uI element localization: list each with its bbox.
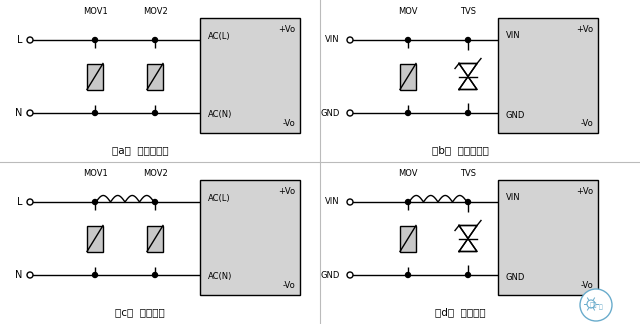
Circle shape xyxy=(93,38,97,42)
Text: +Vo: +Vo xyxy=(576,26,593,34)
Polygon shape xyxy=(459,76,477,89)
Bar xyxy=(400,64,416,89)
Circle shape xyxy=(152,38,157,42)
Text: （a）  不恰当应用: （a） 不恰当应用 xyxy=(112,145,168,155)
Polygon shape xyxy=(459,238,477,251)
Text: GND: GND xyxy=(506,272,525,282)
Bar xyxy=(200,18,300,133)
Bar xyxy=(400,226,416,251)
Circle shape xyxy=(580,289,612,321)
Text: GND: GND xyxy=(506,110,525,120)
Circle shape xyxy=(347,199,353,205)
Circle shape xyxy=(152,200,157,204)
Circle shape xyxy=(152,110,157,115)
Text: +Vo: +Vo xyxy=(278,26,295,34)
Text: VIN: VIN xyxy=(506,193,520,202)
Circle shape xyxy=(406,200,410,204)
Text: -Vo: -Vo xyxy=(282,119,295,128)
Circle shape xyxy=(406,110,410,115)
Text: MOV2: MOV2 xyxy=(143,168,168,178)
Circle shape xyxy=(27,272,33,278)
Circle shape xyxy=(406,272,410,277)
Circle shape xyxy=(465,38,470,42)
Circle shape xyxy=(465,200,470,204)
Text: L: L xyxy=(17,35,22,45)
Text: 长: 长 xyxy=(599,304,603,310)
Circle shape xyxy=(93,200,97,204)
Circle shape xyxy=(347,272,353,278)
Circle shape xyxy=(27,199,33,205)
Bar xyxy=(87,64,103,89)
Text: -Vo: -Vo xyxy=(580,281,593,290)
Text: MOV: MOV xyxy=(398,6,418,16)
Circle shape xyxy=(465,110,470,115)
Circle shape xyxy=(27,37,33,43)
Text: GND: GND xyxy=(321,109,340,118)
Bar xyxy=(147,226,163,251)
Text: AC(L): AC(L) xyxy=(208,31,230,40)
Circle shape xyxy=(406,38,410,42)
Text: MOV: MOV xyxy=(398,168,418,178)
Circle shape xyxy=(347,37,353,43)
Circle shape xyxy=(465,272,470,277)
Text: AC(L): AC(L) xyxy=(208,193,230,202)
Text: VIN: VIN xyxy=(506,31,520,40)
Text: MOV1: MOV1 xyxy=(83,6,108,16)
Text: GND: GND xyxy=(321,271,340,280)
Text: N: N xyxy=(15,108,22,118)
Text: -Vo: -Vo xyxy=(580,119,593,128)
Bar xyxy=(498,18,598,133)
Text: （d）  推荐应用: （d） 推荐应用 xyxy=(435,307,485,317)
Text: AC(N): AC(N) xyxy=(208,272,232,282)
Text: TVS: TVS xyxy=(460,168,476,178)
Bar xyxy=(200,180,300,295)
Text: +Vo: +Vo xyxy=(278,188,295,196)
Text: 日月: 日月 xyxy=(589,302,596,308)
Text: （b）  不恰当应用: （b） 不恰当应用 xyxy=(431,145,488,155)
Circle shape xyxy=(93,110,97,115)
Bar xyxy=(147,64,163,89)
Bar xyxy=(87,226,103,251)
Text: +Vo: +Vo xyxy=(576,188,593,196)
Text: VIN: VIN xyxy=(325,198,340,206)
Text: -Vo: -Vo xyxy=(282,281,295,290)
Circle shape xyxy=(152,272,157,277)
Polygon shape xyxy=(459,64,477,76)
Circle shape xyxy=(347,110,353,116)
Text: L: L xyxy=(17,197,22,207)
Text: MOV1: MOV1 xyxy=(83,168,108,178)
Text: TVS: TVS xyxy=(460,6,476,16)
Polygon shape xyxy=(459,226,477,238)
Text: N: N xyxy=(15,270,22,280)
Text: AC(N): AC(N) xyxy=(208,110,232,120)
Text: VIN: VIN xyxy=(325,36,340,44)
Text: MOV2: MOV2 xyxy=(143,6,168,16)
Bar xyxy=(498,180,598,295)
Circle shape xyxy=(27,110,33,116)
Text: （c）  推荐应用: （c） 推荐应用 xyxy=(115,307,165,317)
Circle shape xyxy=(93,272,97,277)
